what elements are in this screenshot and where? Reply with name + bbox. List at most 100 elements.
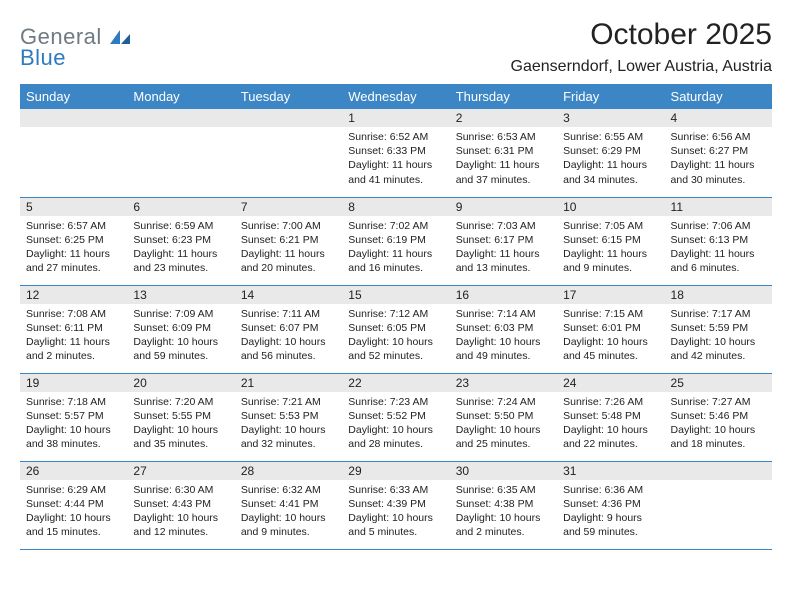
day-details: Sunrise: 7:26 AMSunset: 5:48 PMDaylight:… [557,392,664,456]
day-header: Monday [127,84,234,109]
empty-band [665,462,772,480]
calendar-day-empty [127,109,234,197]
calendar-table: SundayMondayTuesdayWednesdayThursdayFrid… [20,84,772,550]
calendar-day: 14Sunrise: 7:11 AMSunset: 6:07 PMDayligh… [235,285,342,373]
calendar-day: 21Sunrise: 7:21 AMSunset: 5:53 PMDayligh… [235,373,342,461]
calendar-day: 27Sunrise: 6:30 AMSunset: 4:43 PMDayligh… [127,461,234,549]
day-number: 19 [20,374,127,392]
day-details: Sunrise: 6:32 AMSunset: 4:41 PMDaylight:… [235,480,342,544]
calendar-day: 31Sunrise: 6:36 AMSunset: 4:36 PMDayligh… [557,461,664,549]
day-details: Sunrise: 7:23 AMSunset: 5:52 PMDaylight:… [342,392,449,456]
day-number: 21 [235,374,342,392]
calendar-day: 25Sunrise: 7:27 AMSunset: 5:46 PMDayligh… [665,373,772,461]
day-details: Sunrise: 7:02 AMSunset: 6:19 PMDaylight:… [342,216,449,280]
calendar-day: 15Sunrise: 7:12 AMSunset: 6:05 PMDayligh… [342,285,449,373]
calendar-day: 24Sunrise: 7:26 AMSunset: 5:48 PMDayligh… [557,373,664,461]
day-number: 27 [127,462,234,480]
brand-logo: General Blue [20,18,132,71]
calendar-day: 7Sunrise: 7:00 AMSunset: 6:21 PMDaylight… [235,197,342,285]
day-details: Sunrise: 7:18 AMSunset: 5:57 PMDaylight:… [20,392,127,456]
calendar-day: 13Sunrise: 7:09 AMSunset: 6:09 PMDayligh… [127,285,234,373]
day-details: Sunrise: 7:09 AMSunset: 6:09 PMDaylight:… [127,304,234,368]
day-details: Sunrise: 6:56 AMSunset: 6:27 PMDaylight:… [665,127,772,191]
calendar-day: 6Sunrise: 6:59 AMSunset: 6:23 PMDaylight… [127,197,234,285]
calendar-week: 19Sunrise: 7:18 AMSunset: 5:57 PMDayligh… [20,373,772,461]
day-number: 7 [235,198,342,216]
day-number: 22 [342,374,449,392]
day-number: 16 [450,286,557,304]
calendar-week: 26Sunrise: 6:29 AMSunset: 4:44 PMDayligh… [20,461,772,549]
day-number: 9 [450,198,557,216]
day-details: Sunrise: 6:33 AMSunset: 4:39 PMDaylight:… [342,480,449,544]
day-details: Sunrise: 7:14 AMSunset: 6:03 PMDaylight:… [450,304,557,368]
day-number: 18 [665,286,772,304]
day-header: Thursday [450,84,557,109]
day-details: Sunrise: 7:24 AMSunset: 5:50 PMDaylight:… [450,392,557,456]
day-number: 13 [127,286,234,304]
day-number: 6 [127,198,234,216]
day-number: 31 [557,462,664,480]
day-details: Sunrise: 7:17 AMSunset: 5:59 PMDaylight:… [665,304,772,368]
day-header-row: SundayMondayTuesdayWednesdayThursdayFrid… [20,84,772,109]
calendar-day: 26Sunrise: 6:29 AMSunset: 4:44 PMDayligh… [20,461,127,549]
day-number: 2 [450,109,557,127]
day-details: Sunrise: 6:30 AMSunset: 4:43 PMDaylight:… [127,480,234,544]
day-header: Saturday [665,84,772,109]
day-details: Sunrise: 6:36 AMSunset: 4:36 PMDaylight:… [557,480,664,544]
calendar-day: 4Sunrise: 6:56 AMSunset: 6:27 PMDaylight… [665,109,772,197]
day-number: 10 [557,198,664,216]
calendar-week: 5Sunrise: 6:57 AMSunset: 6:25 PMDaylight… [20,197,772,285]
calendar-day: 22Sunrise: 7:23 AMSunset: 5:52 PMDayligh… [342,373,449,461]
empty-band [235,109,342,127]
calendar-day: 5Sunrise: 6:57 AMSunset: 6:25 PMDaylight… [20,197,127,285]
calendar-day: 1Sunrise: 6:52 AMSunset: 6:33 PMDaylight… [342,109,449,197]
day-number: 4 [665,109,772,127]
day-number: 15 [342,286,449,304]
day-details: Sunrise: 6:55 AMSunset: 6:29 PMDaylight:… [557,127,664,191]
day-number: 1 [342,109,449,127]
calendar-day: 17Sunrise: 7:15 AMSunset: 6:01 PMDayligh… [557,285,664,373]
day-details: Sunrise: 6:52 AMSunset: 6:33 PMDaylight:… [342,127,449,191]
day-number: 5 [20,198,127,216]
empty-band [127,109,234,127]
day-number: 17 [557,286,664,304]
header: General Blue October 2025 Gaenserndorf, … [20,18,772,76]
calendar-day: 2Sunrise: 6:53 AMSunset: 6:31 PMDaylight… [450,109,557,197]
month-title: October 2025 [511,18,772,52]
calendar-day: 3Sunrise: 6:55 AMSunset: 6:29 PMDaylight… [557,109,664,197]
day-number: 30 [450,462,557,480]
calendar-day: 18Sunrise: 7:17 AMSunset: 5:59 PMDayligh… [665,285,772,373]
calendar-day: 28Sunrise: 6:32 AMSunset: 4:41 PMDayligh… [235,461,342,549]
day-number: 29 [342,462,449,480]
day-details: Sunrise: 7:06 AMSunset: 6:13 PMDaylight:… [665,216,772,280]
day-number: 26 [20,462,127,480]
calendar-day: 10Sunrise: 7:05 AMSunset: 6:15 PMDayligh… [557,197,664,285]
calendar-week: 1Sunrise: 6:52 AMSunset: 6:33 PMDaylight… [20,109,772,197]
day-details: Sunrise: 7:12 AMSunset: 6:05 PMDaylight:… [342,304,449,368]
day-number: 14 [235,286,342,304]
day-number: 28 [235,462,342,480]
day-number: 25 [665,374,772,392]
calendar-day: 16Sunrise: 7:14 AMSunset: 6:03 PMDayligh… [450,285,557,373]
day-details: Sunrise: 6:57 AMSunset: 6:25 PMDaylight:… [20,216,127,280]
day-header: Wednesday [342,84,449,109]
calendar-week: 12Sunrise: 7:08 AMSunset: 6:11 PMDayligh… [20,285,772,373]
sail-icon [108,28,132,51]
calendar-day: 12Sunrise: 7:08 AMSunset: 6:11 PMDayligh… [20,285,127,373]
calendar-day: 9Sunrise: 7:03 AMSunset: 6:17 PMDaylight… [450,197,557,285]
calendar-day: 20Sunrise: 7:20 AMSunset: 5:55 PMDayligh… [127,373,234,461]
day-number: 24 [557,374,664,392]
day-header: Friday [557,84,664,109]
empty-band [20,109,127,127]
day-details: Sunrise: 7:20 AMSunset: 5:55 PMDaylight:… [127,392,234,456]
day-header: Tuesday [235,84,342,109]
day-details: Sunrise: 7:27 AMSunset: 5:46 PMDaylight:… [665,392,772,456]
day-number: 20 [127,374,234,392]
day-details: Sunrise: 6:53 AMSunset: 6:31 PMDaylight:… [450,127,557,191]
day-details: Sunrise: 6:29 AMSunset: 4:44 PMDaylight:… [20,480,127,544]
day-details: Sunrise: 7:11 AMSunset: 6:07 PMDaylight:… [235,304,342,368]
day-number: 11 [665,198,772,216]
day-details: Sunrise: 6:59 AMSunset: 6:23 PMDaylight:… [127,216,234,280]
calendar-day: 11Sunrise: 7:06 AMSunset: 6:13 PMDayligh… [665,197,772,285]
calendar-day: 29Sunrise: 6:33 AMSunset: 4:39 PMDayligh… [342,461,449,549]
